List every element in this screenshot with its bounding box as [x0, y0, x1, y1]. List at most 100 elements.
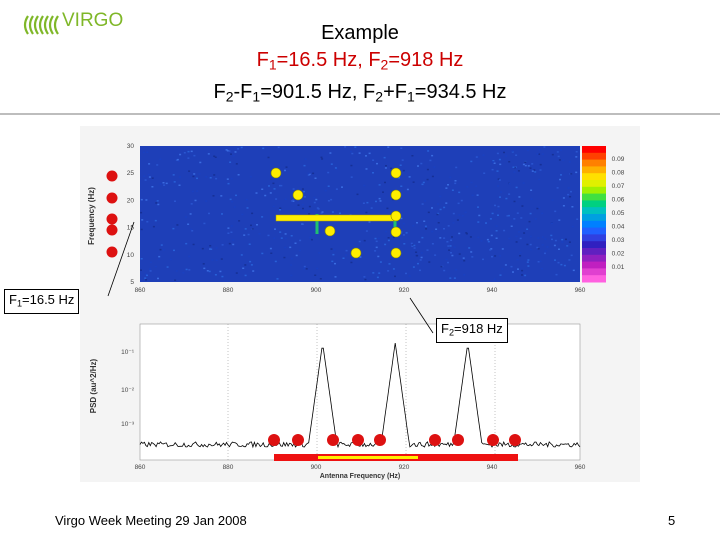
noise-speck: [240, 254, 243, 256]
noise-speck: [234, 151, 237, 153]
f2-pointer-line: [409, 297, 434, 334]
noise-speck: [463, 260, 466, 262]
noise-speck: [551, 153, 554, 156]
noise-speck: [235, 163, 238, 165]
noise-speck: [375, 200, 377, 203]
noise-speck: [325, 236, 328, 238]
noise-speck: [526, 149, 529, 152]
noise-speck: [553, 244, 556, 247]
noise-speck: [433, 166, 436, 168]
noise-speck: [403, 243, 406, 245]
noise-speck: [446, 241, 449, 243]
noise-speck: [443, 237, 446, 239]
noise-speck: [562, 197, 565, 199]
noise-speck: [365, 230, 368, 232]
noise-speck: [558, 248, 560, 250]
noise-speck: [419, 269, 421, 272]
t3-b: -F: [233, 80, 253, 103]
noise-speck: [157, 277, 159, 280]
colorbar-tick-label: 0.06: [612, 197, 625, 204]
noise-speck: [458, 253, 461, 255]
colorbar-tick-label: 0.05: [612, 210, 625, 217]
colorbar: [582, 146, 606, 283]
noise-speck: [261, 188, 264, 190]
noise-speck: [324, 189, 327, 192]
noise-speck: [402, 222, 405, 225]
title-divider: [0, 113, 720, 115]
noise-speck: [172, 174, 175, 176]
noise-speck: [487, 240, 490, 243]
f2-callout: F2=918 Hz: [436, 318, 508, 344]
noise-speck: [537, 261, 540, 263]
marker: [106, 192, 118, 204]
noise-speck: [227, 182, 230, 185]
noise-speck: [517, 268, 519, 270]
noise-speck: [450, 239, 453, 241]
noise-speck: [558, 219, 561, 221]
noise-speck: [147, 173, 150, 176]
noise-speck: [497, 185, 499, 187]
noise-speck: [314, 177, 317, 179]
psd-x-tick-label: 960: [575, 464, 586, 471]
psd-y-tick-label: 10⁻²: [121, 387, 135, 394]
noise-speck: [312, 172, 315, 175]
spectrogram: Frequency (Hz) 5 10 15 20 25 30 860 880 900 920 9…: [87, 143, 625, 297]
colorbar-swatch: [582, 268, 606, 276]
f1-callout-value: =16.5 Hz: [22, 292, 75, 307]
noise-speck: [537, 237, 540, 239]
noise-speck: [308, 173, 311, 176]
noise-speck: [394, 275, 396, 278]
noise-speck: [159, 183, 162, 185]
psd-xlabel: Antenna Frequency (Hz): [320, 473, 401, 480]
noise-speck: [562, 159, 565, 161]
t3-e: =934.5 Hz: [414, 80, 507, 103]
noise-speck: [165, 182, 168, 185]
noise-speck: [447, 184, 449, 186]
noise-speck: [225, 149, 228, 151]
colorbar-swatch: [582, 200, 606, 208]
noise-speck: [374, 237, 377, 240]
noise-speck: [284, 169, 286, 172]
noise-speck: [400, 185, 403, 187]
noise-speck: [251, 228, 254, 230]
noise-speck: [408, 275, 411, 277]
noise-speck: [196, 190, 199, 192]
noise-speck: [151, 186, 154, 188]
noise-speck: [504, 264, 507, 266]
noise-speck: [499, 274, 502, 276]
marker: [106, 170, 118, 182]
noise-speck: [387, 146, 390, 148]
noise-speck: [460, 199, 463, 202]
noise-speck: [522, 182, 525, 184]
noise-speck: [230, 225, 233, 227]
noise-speck: [183, 152, 186, 154]
noise-speck: [406, 188, 409, 191]
noise-speck: [214, 274, 217, 276]
noise-speck: [247, 233, 250, 236]
noise-speck: [316, 207, 319, 209]
noise-speck: [221, 244, 224, 246]
noise-speck: [228, 242, 231, 245]
noise-speck: [526, 228, 529, 230]
noise-speck: [372, 272, 375, 274]
noise-speck: [190, 203, 193, 205]
marker: [106, 246, 118, 258]
noise-speck: [303, 196, 306, 198]
noise-speck: [143, 175, 146, 177]
noise-speck: [556, 187, 559, 189]
colorbar-swatch: [582, 180, 606, 188]
noise-speck: [275, 198, 278, 200]
noise-speck: [566, 245, 569, 247]
psd-ylabel: PSD (au^2/Hz): [89, 358, 98, 413]
noise-speck: [246, 207, 249, 209]
noise-speck: [304, 158, 307, 160]
noise-speck: [179, 176, 181, 178]
noise-speck: [400, 231, 403, 233]
spectrogram-y-tick-label: 5: [130, 279, 134, 286]
noise-speck: [434, 254, 437, 256]
noise-speck: [172, 227, 175, 230]
noise-speck: [207, 153, 210, 155]
noise-speck: [465, 232, 468, 234]
noise-speck: [245, 198, 248, 201]
noise-speck: [388, 263, 391, 265]
